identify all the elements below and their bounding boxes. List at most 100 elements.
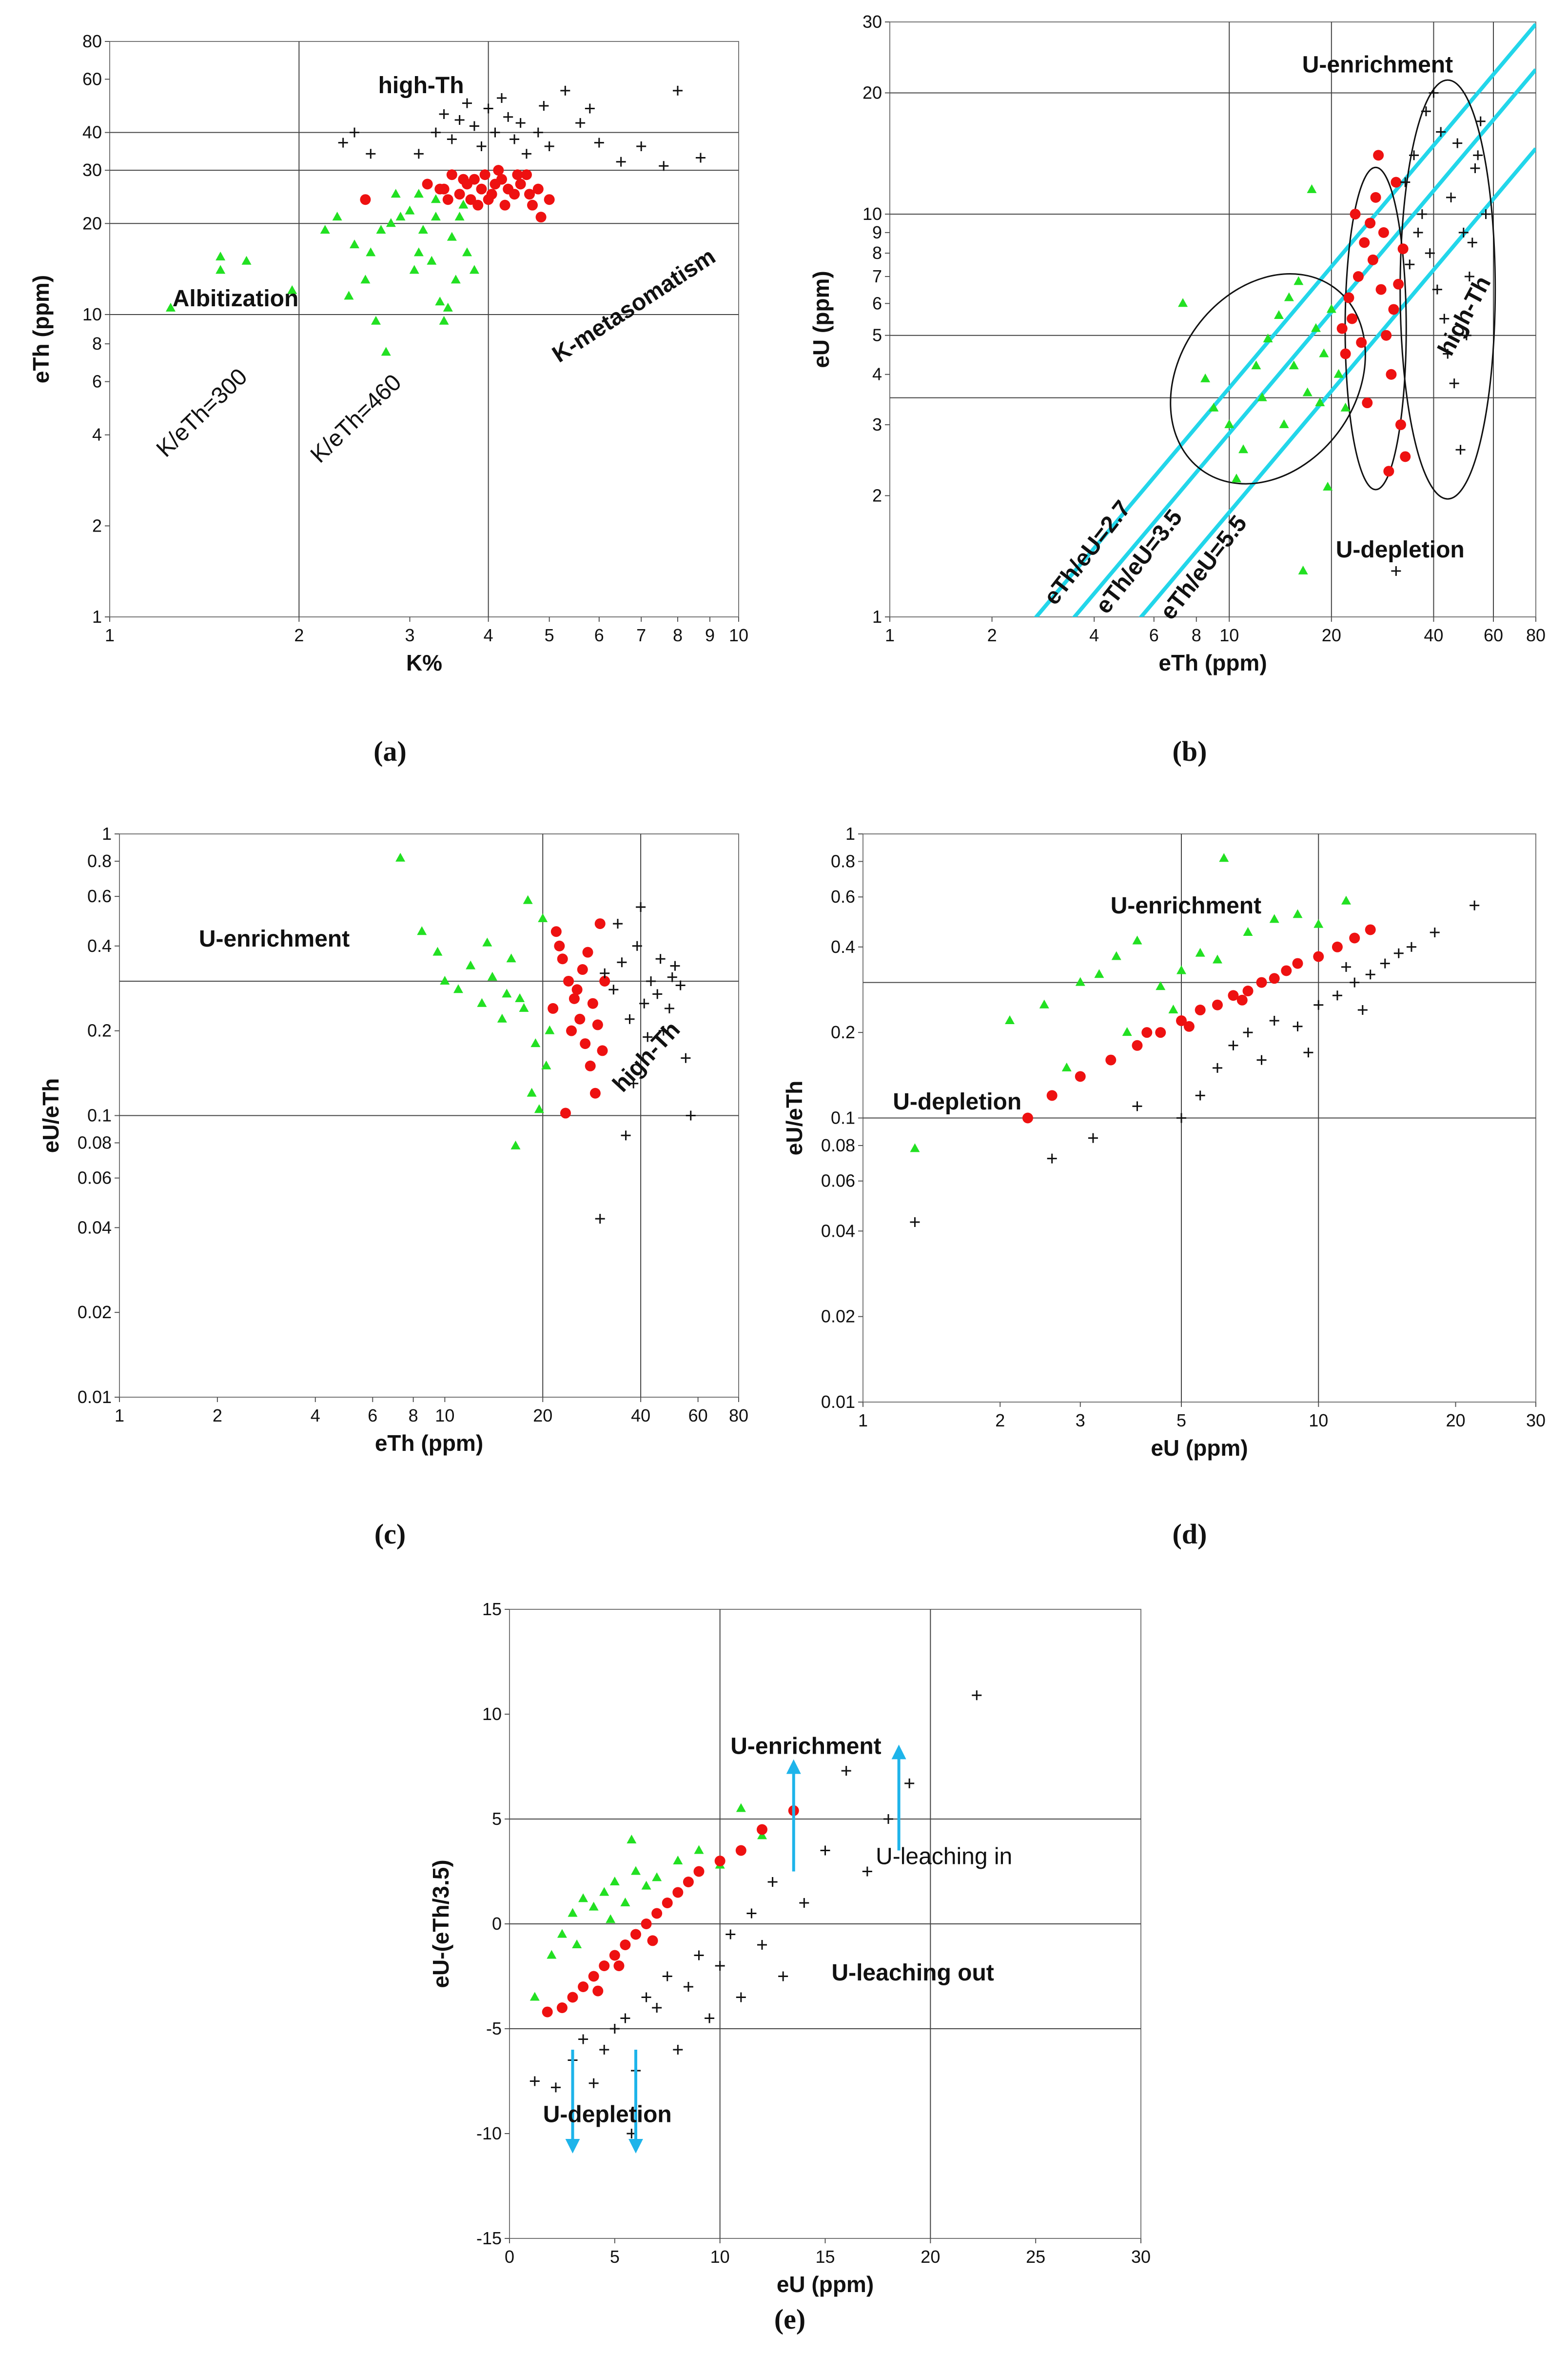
- point-triangle: [166, 302, 176, 312]
- point-cross: [683, 1982, 693, 1992]
- point-cross: [613, 919, 623, 929]
- x-tick-label: 6: [368, 1405, 377, 1425]
- point-cross: [799, 1898, 809, 1908]
- point-circle: [613, 1960, 625, 1971]
- point-triangle: [1284, 292, 1294, 301]
- point-circle: [1383, 466, 1394, 477]
- point-triangle: [1039, 999, 1049, 1009]
- point-circle: [446, 169, 457, 180]
- point-circle: [582, 947, 593, 958]
- point-circle: [1367, 254, 1378, 265]
- group-ellipse: [1170, 273, 1366, 485]
- point-circle: [594, 918, 606, 930]
- x-tick-label: 20: [921, 2247, 940, 2267]
- point-triangle: [371, 316, 381, 325]
- point-triangle: [482, 937, 492, 947]
- panel-label: (b): [1173, 735, 1207, 767]
- y-tick-label: 1: [845, 824, 855, 844]
- point-triangle: [1195, 948, 1205, 957]
- plot-frame: [109, 41, 739, 617]
- series-red: [548, 918, 610, 1119]
- point-circle: [1195, 1005, 1206, 1016]
- point-cross: [767, 1877, 778, 1887]
- point-cross: [757, 1940, 767, 1950]
- x-tick-label: 80: [1526, 625, 1546, 645]
- y-tick-label: 15: [482, 1599, 502, 1619]
- point-circle: [1365, 218, 1376, 229]
- point-circle: [532, 183, 544, 195]
- point-circle: [512, 169, 523, 180]
- point-triangle: [572, 1939, 582, 1948]
- y-tick-label: 0.02: [821, 1306, 855, 1326]
- point-cross: [1446, 192, 1456, 202]
- point-circle: [1332, 941, 1343, 952]
- x-tick-label: 30: [1131, 2247, 1151, 2267]
- point-cross: [1332, 990, 1342, 1001]
- point-cross: [1132, 1101, 1142, 1111]
- point-triangle: [510, 1140, 521, 1149]
- point-cross: [1228, 1040, 1238, 1050]
- point-circle: [1046, 1090, 1058, 1101]
- point-triangle: [395, 852, 406, 862]
- point-cross: [681, 1053, 691, 1063]
- annotation: Albitization: [173, 286, 299, 312]
- point-triangle: [1122, 1027, 1132, 1036]
- point-circle: [1362, 397, 1373, 409]
- annotation: U-enrichment: [199, 926, 350, 952]
- x-tick-label: 2: [294, 625, 304, 645]
- point-triangle: [477, 998, 487, 1007]
- point-triangle: [588, 1901, 599, 1911]
- point-cross: [695, 153, 706, 163]
- point-cross: [694, 1950, 704, 1960]
- point-cross: [1293, 1021, 1303, 1031]
- point-cross: [715, 1961, 725, 1971]
- ratio-line: [1072, 68, 1536, 617]
- x-tick-label: 10: [710, 2247, 730, 2267]
- point-cross: [439, 109, 449, 119]
- point-cross: [476, 141, 487, 152]
- y-axis-label: eU (ppm): [808, 271, 834, 368]
- point-cross: [673, 2045, 683, 2055]
- annotation: U-depletion: [543, 2101, 672, 2127]
- point-circle: [544, 194, 555, 205]
- x-tick-label: 60: [688, 1405, 708, 1425]
- point-cross: [521, 149, 531, 159]
- point-circle: [548, 1003, 559, 1014]
- point-triangle: [1176, 965, 1187, 974]
- point-triangle: [627, 1835, 637, 1843]
- point-cross: [1406, 942, 1416, 952]
- point-cross: [659, 161, 669, 171]
- x-tick-label: 2: [987, 625, 997, 645]
- x-tick-label: 60: [1484, 625, 1503, 645]
- point-circle: [1313, 951, 1324, 962]
- point-circle: [1397, 243, 1409, 255]
- x-tick-label: 10: [1309, 1410, 1328, 1430]
- grid: [110, 41, 739, 617]
- annotation: U-enrichment: [730, 1734, 881, 1760]
- point-triangle: [1263, 333, 1273, 342]
- y-tick-label: 0.4: [87, 936, 112, 956]
- ratio-line-label: K/eTh=460: [306, 369, 407, 468]
- y-tick-label: 10: [82, 304, 102, 324]
- point-cross: [1088, 1133, 1098, 1143]
- point-triangle: [1323, 481, 1333, 491]
- point-circle: [1281, 965, 1292, 976]
- x-tick-label: 2: [995, 1410, 1005, 1430]
- x-tick-label: 80: [729, 1405, 748, 1425]
- point-triangle: [344, 291, 354, 300]
- point-cross: [1313, 1000, 1324, 1010]
- point-cross: [588, 2078, 599, 2088]
- y-tick-label: 0: [492, 1914, 502, 1934]
- point-circle: [672, 1887, 684, 1898]
- point-cross: [1449, 378, 1459, 389]
- point-cross: [672, 85, 683, 96]
- point-triangle: [541, 1060, 551, 1069]
- point-triangle: [1178, 298, 1188, 307]
- point-cross: [1413, 227, 1423, 237]
- y-axis-label: eU/eTh: [782, 1081, 807, 1155]
- point-cross: [1256, 1055, 1267, 1065]
- grid: [510, 1609, 1141, 2238]
- point-circle: [585, 1060, 596, 1071]
- point-cross: [1429, 88, 1439, 98]
- x-tick-label: 5: [1176, 1410, 1186, 1430]
